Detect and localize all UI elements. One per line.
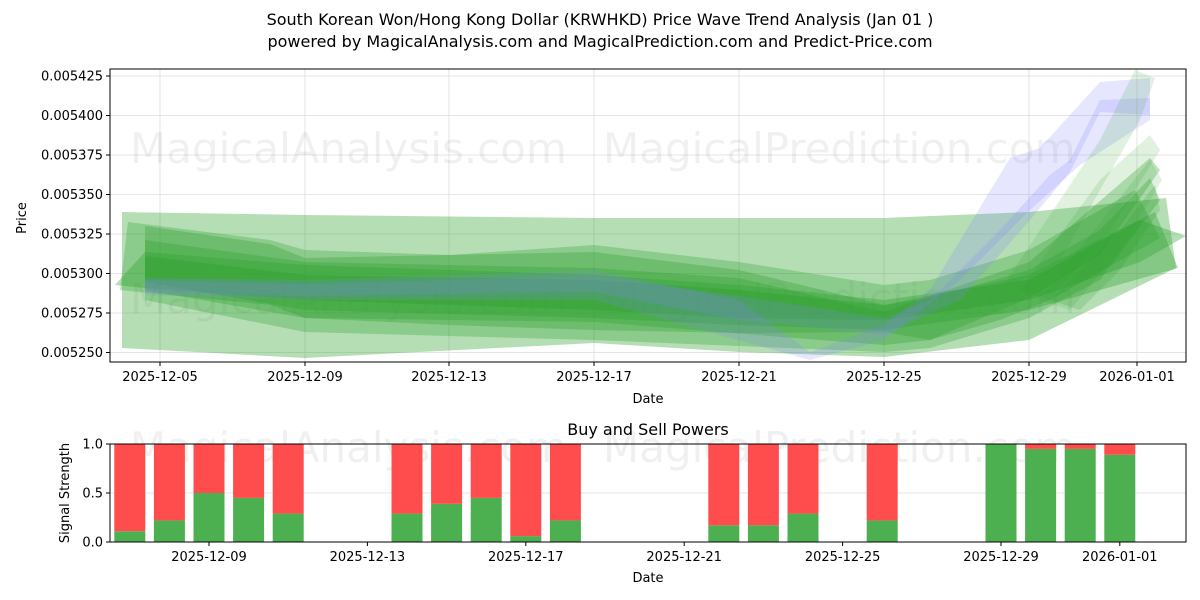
buy-bar (787, 513, 819, 542)
y-tick-label: 0.0 (82, 536, 103, 551)
price-x-axis: 2025-12-05 2025-12-09 2025-12-13 2025-12-17… (122, 362, 1175, 385)
y-tick-label: 0.005300 (41, 267, 103, 282)
chart-subtitle: powered by MagicalAnalysis.com and Magic… (267, 32, 933, 51)
buy-bar (985, 444, 1017, 542)
sell-bar (193, 444, 225, 493)
sell-bar (1064, 444, 1096, 449)
chart-title: South Korean Won/Hong Kong Dollar (KRWHK… (266, 10, 934, 29)
y-tick-label: 0.005350 (41, 188, 103, 203)
x-tick-label: 2025-12-29 (991, 370, 1067, 385)
buy-bar (193, 493, 225, 542)
sell-bar (549, 444, 581, 521)
watermark-top-left: MagicalAnalysis.com (130, 124, 567, 173)
x-tick-label: 2025-12-21 (646, 550, 722, 565)
y-tick-label: 0.005325 (41, 228, 103, 243)
green-band-wide (122, 198, 1176, 358)
sell-bar (470, 444, 502, 498)
y-tick-label: 1.0 (82, 438, 103, 453)
x-tick-label: 2025-12-21 (701, 370, 777, 385)
watermark-mid-left: MagicalAnalysis.com (130, 274, 567, 323)
sell-bar (510, 444, 542, 537)
sell-bar (114, 444, 146, 532)
wave-bands (115, 70, 1186, 360)
buy-sell-chart: Buy and Sell Powers MagicalAnalysis.com … (58, 420, 1187, 586)
sell-bar (233, 444, 265, 498)
x-tick-label: 2025-12-09 (171, 550, 247, 565)
green-band-5 (115, 220, 1186, 320)
x-tick-label: 2025-12-29 (963, 550, 1039, 565)
sell-bar (391, 444, 423, 514)
buy-bar (747, 525, 779, 542)
price-grid (110, 69, 1186, 362)
buy-bar (391, 513, 423, 542)
x-tick-label: 2026-01-01 (1082, 550, 1158, 565)
sell-bar (787, 444, 819, 514)
buy-bar (1104, 454, 1136, 542)
buy-sell-bars (114, 444, 1136, 542)
sell-bar (272, 444, 304, 514)
sell-bar (431, 444, 463, 504)
buy-bar (153, 520, 185, 542)
green-fan-2 (1020, 135, 1160, 300)
watermark-mid-right: MagicalPrediction.com (603, 274, 1076, 323)
y-tick-label: 0.5 (82, 487, 103, 502)
buy-bar (549, 520, 581, 542)
price-axes-frame (109, 68, 1187, 363)
buy-bar (708, 525, 740, 542)
green-fan-1 (1000, 70, 1155, 290)
watermark-top-right: MagicalPrediction.com (603, 124, 1076, 173)
sell-bar (866, 444, 898, 521)
sell-bar (153, 444, 185, 521)
x-tick-label: 2025-12-17 (488, 550, 564, 565)
buy-bar (272, 513, 304, 542)
buy-bar (1025, 448, 1057, 542)
x-tick-label: 2025-12-05 (122, 370, 198, 385)
x-tick-label: 2025-12-25 (805, 550, 881, 565)
buy-bar (470, 497, 502, 542)
x-tick-label: 2025-12-13 (411, 370, 487, 385)
green-band-3 (145, 178, 1160, 352)
price-chart: MagicalAnalysis.com MagicalPrediction.co… (15, 68, 1187, 407)
price-x-axis-label: Date (632, 392, 663, 407)
price-y-axis: 0.005425 0.005400 0.005375 0.005350 0.005325… (41, 70, 110, 361)
green-band-6 (145, 212, 1178, 330)
buy-bar (431, 503, 463, 542)
x-tick-label: 2025-12-17 (556, 370, 632, 385)
buy-sell-x-axis: 2025-12-09 2025-12-13 2025-12-17 2025-12-21… (171, 542, 1158, 565)
y-tick-label: 0.005250 (41, 346, 103, 361)
buy-sell-y-axis-label: Signal Strength (58, 443, 73, 543)
buy-bar (1064, 448, 1096, 542)
green-fan-4 (1050, 185, 1160, 310)
y-tick-label: 0.005425 (41, 70, 103, 85)
price-y-axis-label: Price (15, 202, 30, 234)
x-tick-label: 2025-12-13 (330, 550, 406, 565)
buy-bar (114, 531, 146, 542)
buy-sell-title: Buy and Sell Powers (567, 420, 729, 439)
buy-bar (510, 536, 542, 542)
sell-bar (747, 444, 779, 526)
blue-price-band-1 (145, 78, 1150, 360)
green-band-4 (145, 158, 1160, 345)
buy-bar (866, 520, 898, 542)
buy-sell-x-axis-label: Date (632, 571, 663, 586)
sell-bar (1025, 444, 1057, 449)
x-tick-label: 2025-12-09 (267, 370, 343, 385)
sell-bar (1104, 444, 1136, 455)
sell-bar (708, 444, 740, 526)
buy-bar (233, 497, 265, 542)
y-tick-label: 0.005375 (41, 149, 103, 164)
green-fan-3 (1040, 160, 1162, 310)
green-band-2 (120, 190, 1160, 340)
blue-price-band-2 (145, 98, 1150, 335)
y-tick-label: 0.005400 (41, 109, 103, 124)
buy-sell-y-axis: 0.0 0.5 1.0 (82, 438, 110, 551)
x-tick-label: 2026-01-01 (1099, 370, 1175, 385)
x-tick-label: 2025-12-25 (846, 370, 922, 385)
y-tick-label: 0.005275 (41, 307, 103, 322)
